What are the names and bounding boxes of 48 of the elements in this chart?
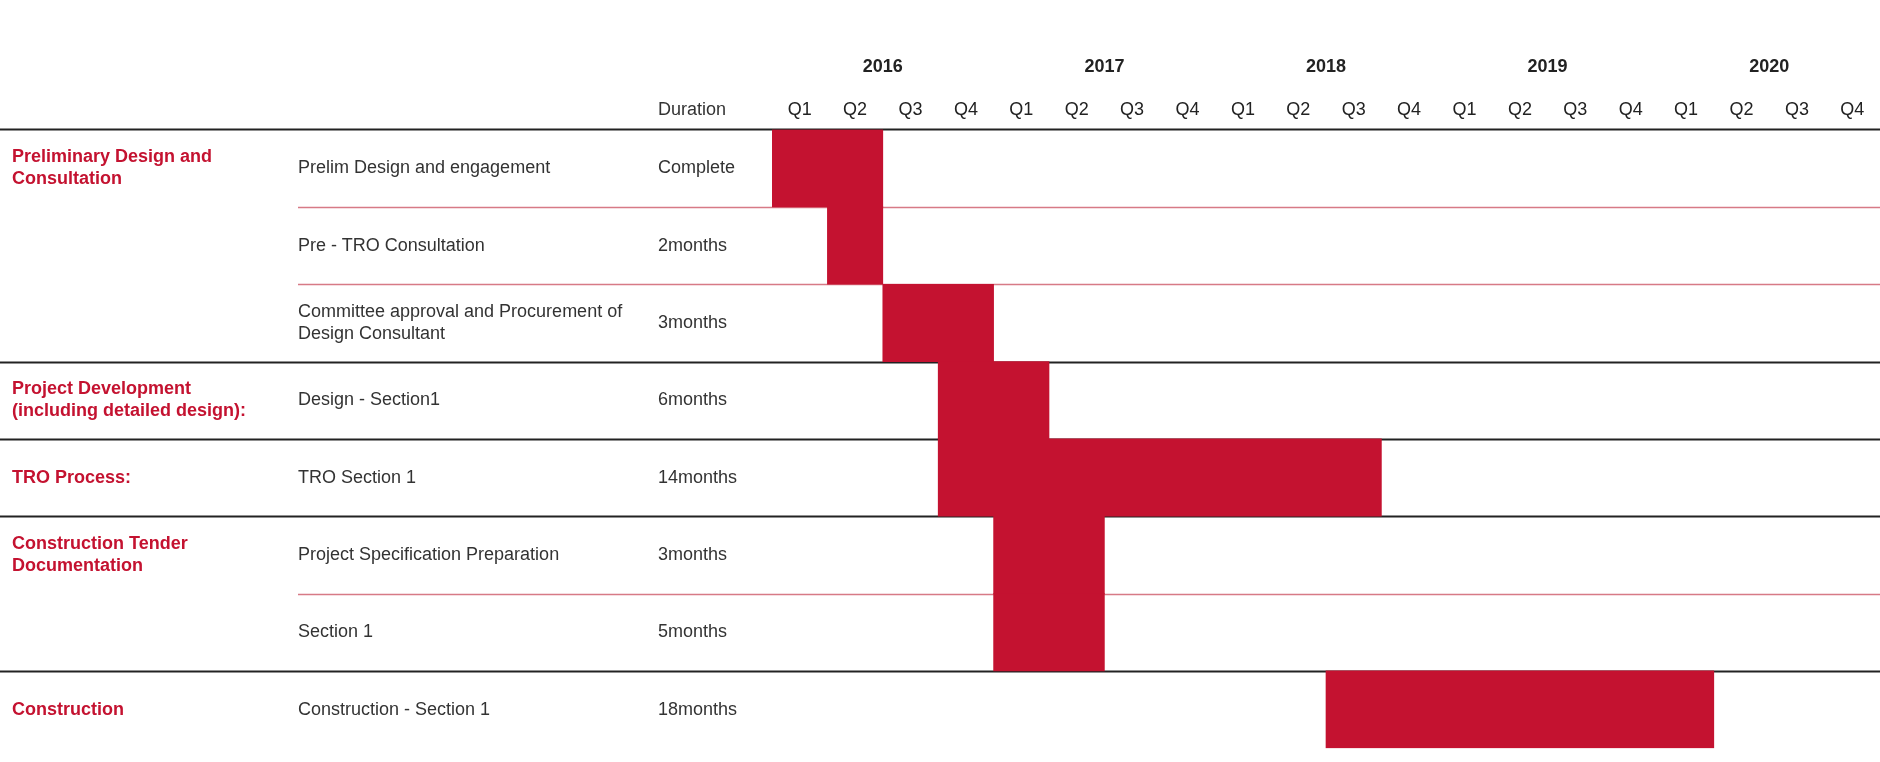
text: 5months	[658, 621, 728, 642]
y-tick-label: Pre - TRO Consultation	[298, 234, 485, 255]
text: Preliminary Design and Consultation	[12, 146, 213, 189]
text: Q1	[1674, 98, 1699, 119]
text: Project Development (including detailed design):	[12, 378, 246, 421]
x-tick-label: 2019	[1527, 55, 1568, 76]
text: Q3	[1563, 98, 1588, 119]
text: Q2	[1286, 98, 1311, 119]
text: 6months	[658, 389, 728, 410]
x-tick-label: 2016	[862, 55, 903, 76]
text: Complete	[658, 157, 736, 178]
x-tick-label: 2018	[1305, 55, 1347, 76]
text: Construction Tender Documentation	[12, 532, 188, 575]
text: Q1	[1452, 98, 1477, 119]
bar	[1325, 670, 1715, 749]
text: Q4	[1397, 98, 1422, 119]
x-tick-label: 2020	[1749, 55, 1790, 76]
y-tick-label: Construction - Section 1	[298, 698, 491, 719]
text: Q2	[1064, 98, 1089, 119]
text: Q2	[1507, 98, 1532, 119]
y-tick-label: Section 1	[298, 621, 374, 642]
text: Q1	[787, 98, 812, 119]
text: Q1	[1230, 98, 1255, 119]
text: 3months	[658, 543, 728, 564]
text: Duration	[658, 98, 727, 119]
text: Q4	[1840, 98, 1865, 119]
text: Q3	[1341, 98, 1366, 119]
text: Q3	[898, 98, 923, 119]
text: Q2	[1729, 98, 1754, 119]
x-tick-label: 2017	[1084, 55, 1125, 76]
text: Q3	[1120, 98, 1145, 119]
text: 2months	[658, 234, 728, 255]
y-tick-label: Prelim Design and engagement	[298, 157, 551, 178]
text: Q4	[1618, 98, 1643, 119]
text: Q2	[843, 98, 868, 119]
text: 3months	[658, 311, 728, 332]
text: TRO Process:	[12, 466, 132, 487]
text: Q1	[1009, 98, 1034, 119]
y-tick-label: TRO Section 1	[298, 466, 417, 487]
text: Q4	[953, 98, 978, 119]
text: Q4	[1175, 98, 1200, 119]
y-tick-label: Committee approval and Procurement of Design Consultant	[298, 301, 624, 343]
y-tick-label: Design - Section1	[298, 389, 441, 410]
text: 14months	[658, 466, 738, 487]
text: Construction	[12, 698, 124, 719]
y-tick-label: Project Specification Preparation	[298, 543, 560, 564]
text: Q3	[1784, 98, 1809, 119]
text: 18months	[658, 698, 738, 719]
